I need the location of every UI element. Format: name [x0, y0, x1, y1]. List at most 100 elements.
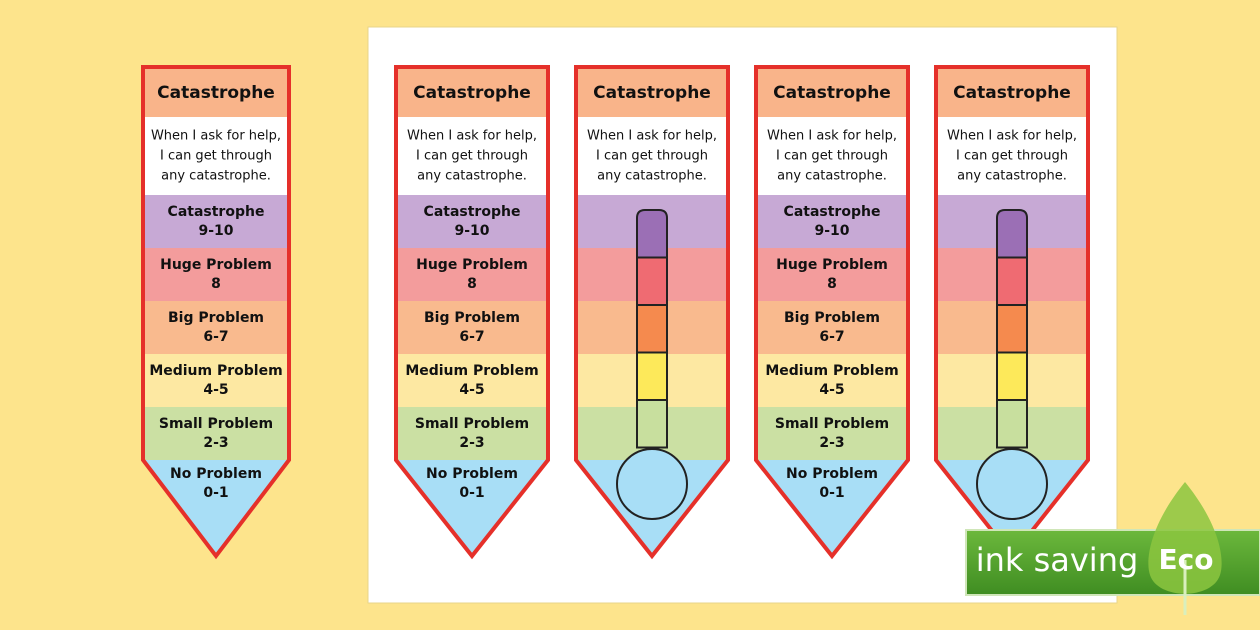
bookmark: Catastrophe When I ask for help, I can get… — [934, 65, 1090, 560]
message-line: I can get through — [596, 149, 708, 164]
message-line: When I ask for help, — [947, 129, 1077, 144]
thermo-segment — [996, 304, 1028, 354]
message-line: When I ask for help, — [767, 129, 897, 144]
level-band — [756, 195, 908, 248]
message-line: I can get through — [160, 149, 272, 164]
level-range: 2-3 — [459, 435, 484, 451]
level-name: Medium Problem — [149, 363, 282, 379]
thermo-segment — [636, 209, 668, 259]
level-name: Big Problem — [168, 310, 264, 326]
level-range: 9-10 — [454, 223, 489, 239]
level-range: 4-5 — [819, 382, 844, 398]
message-band — [936, 117, 1088, 195]
level-band — [396, 407, 548, 460]
message-band — [576, 117, 728, 195]
title-band — [936, 67, 1088, 117]
message-line: I can get through — [416, 149, 528, 164]
bookmark-title: Catastrophe — [593, 83, 711, 103]
level-band — [756, 248, 908, 301]
level-band — [396, 248, 548, 301]
bookmark: Catastrophe When I ask for help, I can get… — [394, 65, 550, 560]
level-range: 9-10 — [814, 223, 849, 239]
title-band — [396, 67, 548, 117]
level-range: 9-10 — [198, 223, 233, 239]
bookmark-border — [141, 65, 291, 560]
level-name: Big Problem — [424, 310, 520, 326]
bookmark-border — [754, 65, 910, 560]
eco-badge: ink saving Eco — [965, 482, 1260, 615]
thermo-segment — [636, 256, 668, 306]
message-line: I can get through — [956, 149, 1068, 164]
message-line: I can get through — [776, 149, 888, 164]
level-name: Big Problem — [784, 310, 880, 326]
message-band — [143, 117, 289, 195]
message-line: any catastrophe. — [417, 169, 527, 184]
level-range: 2-3 — [819, 435, 844, 451]
level-name: Small Problem — [159, 416, 273, 432]
title-band — [143, 67, 289, 117]
thermo-segment — [996, 209, 1028, 259]
bookmark-title: Catastrophe — [773, 83, 891, 103]
level-name: Huge Problem — [416, 257, 528, 273]
leaf — [1148, 482, 1222, 594]
badge-text: ink saving — [976, 541, 1139, 579]
thermo-bulb — [616, 448, 688, 520]
thermo-segment — [996, 256, 1028, 306]
level-range: 6-7 — [459, 329, 484, 345]
bookmark: Catastrophe When I ask for help, I can get… — [574, 65, 730, 560]
level-range: 4-5 — [203, 382, 228, 398]
level-band — [143, 301, 289, 354]
bookmark-border — [394, 65, 550, 560]
bookmark-body — [756, 67, 908, 556]
message-line: When I ask for help, — [407, 129, 537, 144]
message-line: any catastrophe. — [777, 169, 887, 184]
level-range: 0-1 — [203, 485, 228, 501]
level-range: 0-1 — [819, 485, 844, 501]
level-name: Medium Problem — [765, 363, 898, 379]
level-band — [756, 354, 908, 407]
level-name: Huge Problem — [776, 257, 888, 273]
level-band — [756, 407, 908, 460]
title-band — [756, 67, 908, 117]
bookmark: Catastrophe When I ask for help, I can get… — [141, 65, 291, 560]
bookmark-title: Catastrophe — [157, 83, 275, 103]
thermo-segment — [636, 399, 668, 449]
message-line: When I ask for help, — [151, 129, 281, 144]
level-band — [143, 407, 289, 460]
level-range: 0-1 — [459, 485, 484, 501]
level-name: Medium Problem — [405, 363, 538, 379]
thermo-segment — [636, 304, 668, 354]
level-name: No Problem — [426, 466, 518, 482]
message-line: any catastrophe. — [957, 169, 1067, 184]
message-band — [396, 117, 548, 195]
message-line: any catastrophe. — [597, 169, 707, 184]
level-range: 6-7 — [819, 329, 844, 345]
level-name: Catastrophe — [784, 204, 881, 220]
level-name: Catastrophe — [168, 204, 265, 220]
bookmark-title: Catastrophe — [953, 83, 1071, 103]
level-name: Catastrophe — [424, 204, 521, 220]
level-range: 4-5 — [459, 382, 484, 398]
message-line: When I ask for help, — [587, 129, 717, 144]
level-band — [396, 195, 548, 248]
thermo-segment — [996, 351, 1028, 401]
level-range: 2-3 — [203, 435, 228, 451]
level-band — [143, 248, 289, 301]
level-name: Huge Problem — [160, 257, 272, 273]
bookmark-title: Catastrophe — [413, 83, 531, 103]
level-name: Small Problem — [775, 416, 889, 432]
thermo-segment — [636, 351, 668, 401]
level-band — [143, 354, 289, 407]
message-line: any catastrophe. — [161, 169, 271, 184]
thermo-segment — [996, 399, 1028, 449]
level-range: 6-7 — [203, 329, 228, 345]
level-name: No Problem — [170, 466, 262, 482]
level-band — [396, 301, 548, 354]
level-range: 8 — [827, 276, 837, 292]
thermo-bulb — [976, 448, 1048, 520]
bookmark: Catastrophe When I ask for help, I can get… — [754, 65, 910, 560]
level-band — [756, 301, 908, 354]
badge-label: Eco — [1159, 543, 1214, 576]
level-range: 8 — [211, 276, 221, 292]
title-band — [576, 67, 728, 117]
